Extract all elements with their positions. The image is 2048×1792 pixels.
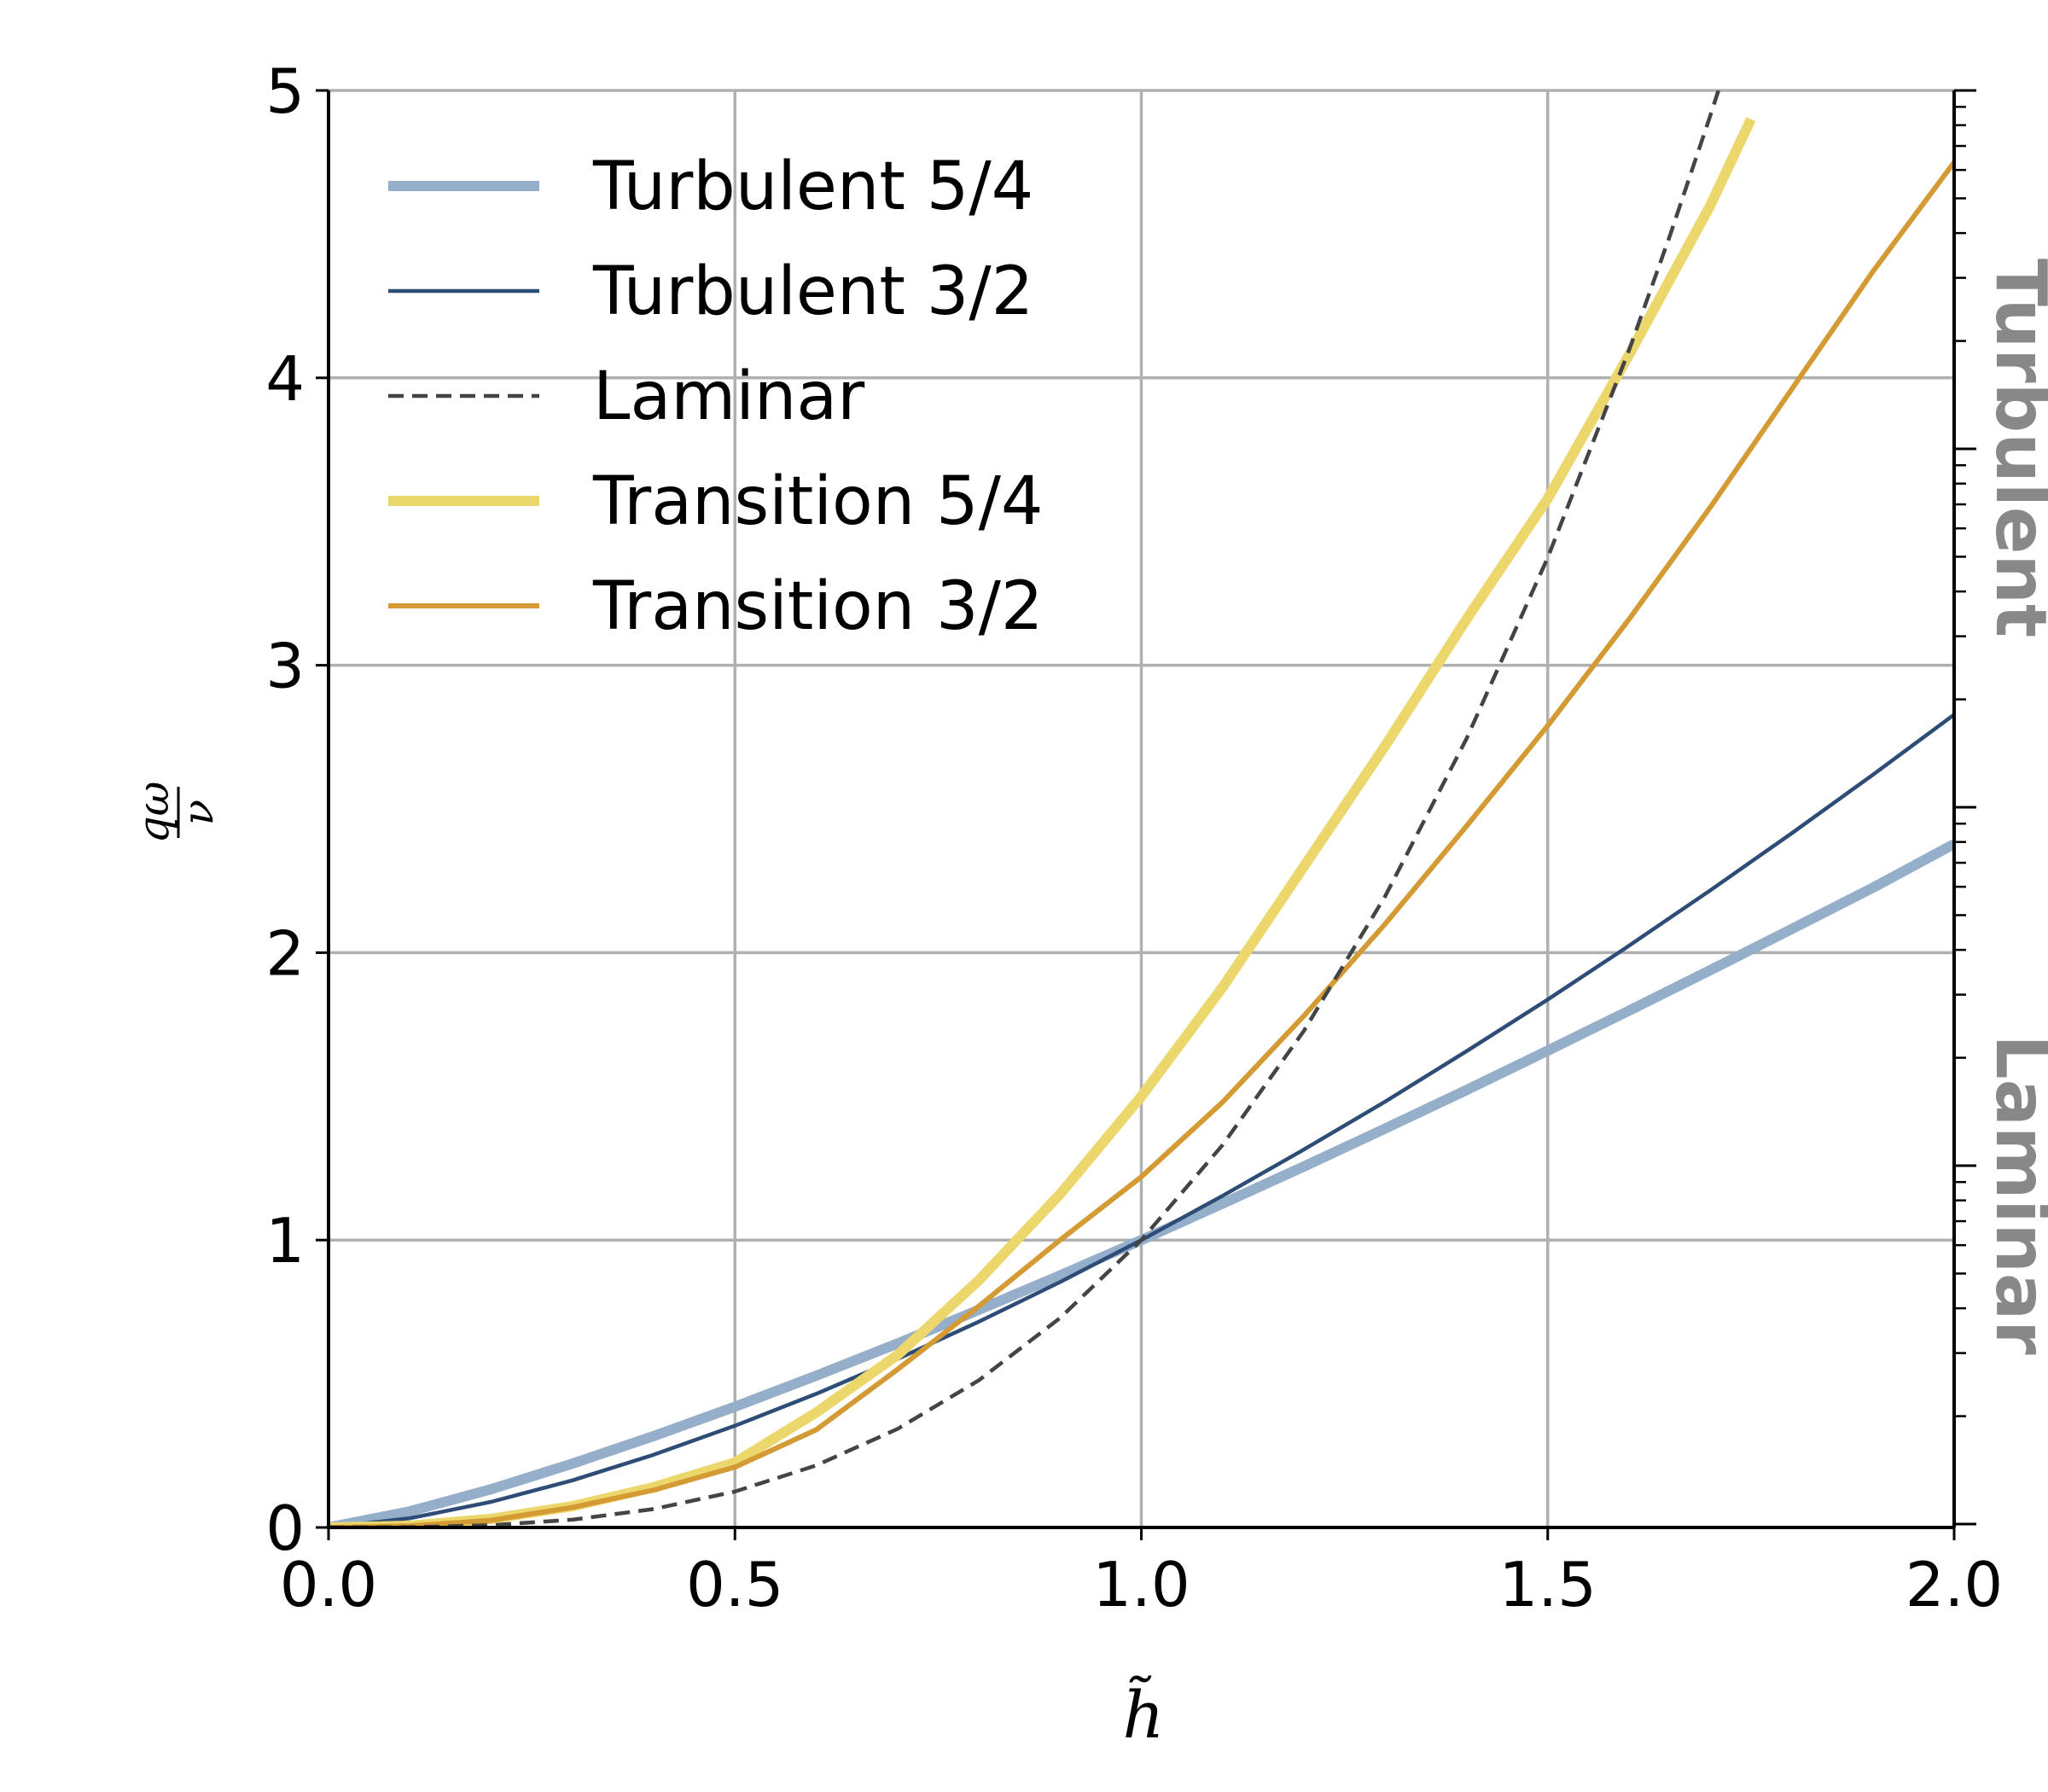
- legend-label: Laminar: [593, 358, 865, 435]
- series-line-transition-5-4: [329, 117, 1756, 1527]
- axes: [316, 89, 1976, 1540]
- x-tick-label: 1.0: [1092, 1549, 1190, 1620]
- series-lines: [329, 90, 1954, 1527]
- y-axis-label: qω ν: [129, 782, 223, 844]
- y-tick-label: 1: [265, 1205, 305, 1277]
- tick-labels: 0.0 0.5 1.0 1.5 2.0 0 1 2 3 4 5: [265, 55, 2003, 1620]
- y-tick-label: 3: [265, 631, 305, 702]
- legend-label: Turbulent 3/2: [592, 253, 1033, 330]
- series-line-laminar: [329, 90, 1720, 1527]
- legend-label: Turbulent 5/4: [592, 148, 1033, 225]
- y-tick-label: 2: [265, 917, 305, 989]
- x-tick-label: 0.0: [280, 1549, 378, 1620]
- y-axis-label-denominator: ν: [173, 800, 223, 825]
- right-axis-label-turbulent: Turbulent: [1980, 259, 2048, 637]
- x-tick-label: 2.0: [1905, 1549, 2004, 1620]
- grid: [327, 89, 1956, 1529]
- x-tick-label: 1.5: [1498, 1549, 1597, 1620]
- y-tick-label: 0: [265, 1492, 305, 1564]
- y-tick-label: 4: [265, 343, 305, 415]
- y-tick-label: 5: [265, 55, 305, 127]
- legend: Turbulent 5/4 Turbulent 3/2 Laminar Transit…: [388, 148, 1044, 645]
- y-axis-label-numerator: qω: [129, 782, 178, 844]
- legend-label: Transition 5/4: [592, 463, 1044, 540]
- right-axis-label-laminar: Laminar: [1980, 1034, 2048, 1355]
- x-axis-label: h̃: [1123, 1673, 1165, 1753]
- x-tick-label: 0.5: [686, 1549, 784, 1620]
- legend-label: Transition 3/2: [592, 568, 1044, 645]
- series-line-transition-3-2: [329, 160, 1954, 1527]
